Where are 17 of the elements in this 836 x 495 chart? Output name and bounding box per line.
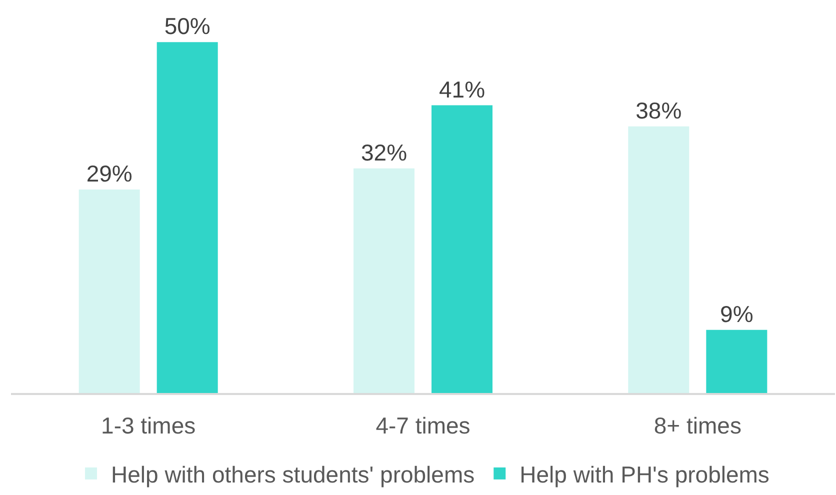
data-label: 50%	[164, 13, 210, 40]
legend-label: Help with PH's problems	[520, 461, 770, 488]
data-label: 41%	[438, 76, 486, 102]
bar	[432, 105, 492, 393]
data-label: 38%	[636, 97, 682, 124]
data-label: 29%	[86, 160, 132, 186]
legend-label: Help with others students' problems	[111, 461, 475, 488]
x-tick-label: 4-7 times	[376, 412, 470, 439]
x-tick-label: 8+ times	[654, 412, 742, 439]
bar	[354, 168, 414, 393]
data-label: 32%	[360, 139, 408, 166]
bar	[78, 189, 140, 393]
data-label: 9%	[720, 300, 754, 327]
bar	[706, 330, 768, 393]
bar	[628, 126, 690, 393]
bar	[156, 42, 218, 393]
x-tick-label: 1-3 times	[101, 412, 196, 439]
